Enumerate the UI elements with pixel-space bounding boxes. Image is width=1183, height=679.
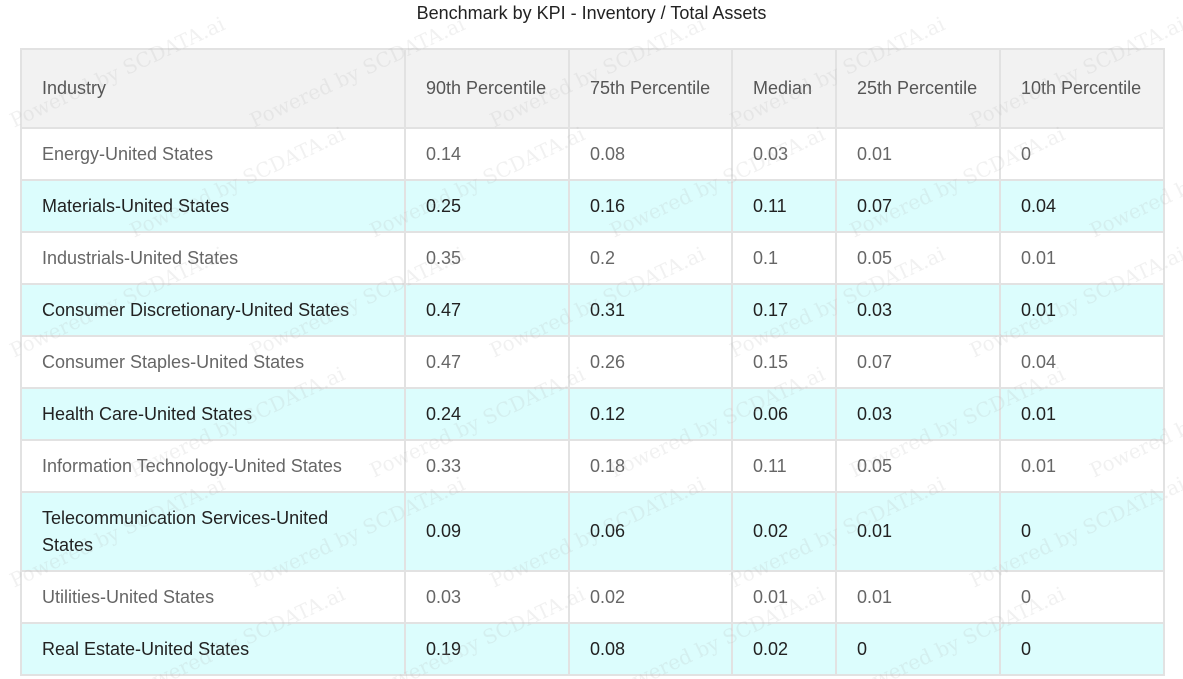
median-cell: 0.02 bbox=[731, 491, 837, 572]
90th-percentile-cell: 0.09 bbox=[404, 491, 570, 572]
25th-percentile-cell: 0.01 bbox=[835, 127, 1001, 181]
75th-percentile-cell: 0.08 bbox=[568, 622, 733, 676]
median-cell: 0.03 bbox=[731, 127, 837, 181]
10th-percentile-cell: 0.01 bbox=[999, 231, 1165, 285]
table-row: Health Care-United States 0.24 0.12 0.06 0.0… bbox=[20, 387, 1165, 441]
90th-percentile-cell: 0.14 bbox=[404, 127, 570, 181]
75th-percentile-cell: 0.31 bbox=[568, 283, 733, 337]
industry-cell: Telecommunication Services-United States bbox=[20, 491, 406, 572]
25th-percentile-cell: 0.07 bbox=[835, 179, 1001, 233]
75th-percentile-cell: 0.08 bbox=[568, 127, 733, 181]
median-cell: 0.01 bbox=[731, 570, 837, 624]
90th-percentile-cell: 0.47 bbox=[404, 283, 570, 337]
table-row: Energy-United States 0.14 0.08 0.03 0.01 0 bbox=[20, 127, 1165, 181]
chart-title: Benchmark by KPI - Inventory / Total Ass… bbox=[416, 3, 767, 23]
90th-percentile-cell: 0.33 bbox=[404, 439, 570, 493]
75th-percentile-cell: 0.12 bbox=[568, 387, 733, 441]
column-header-industry[interactable]: Industry bbox=[20, 48, 406, 129]
10th-percentile-cell: 0.01 bbox=[999, 387, 1165, 441]
90th-percentile-cell: 0.19 bbox=[404, 622, 570, 676]
90th-percentile-cell: 0.25 bbox=[404, 179, 570, 233]
10th-percentile-cell: 0.04 bbox=[999, 179, 1165, 233]
75th-percentile-cell: 0.02 bbox=[568, 570, 733, 624]
10th-percentile-cell: 0 bbox=[999, 127, 1165, 181]
median-cell: 0.11 bbox=[731, 439, 837, 493]
75th-percentile-cell: 0.26 bbox=[568, 335, 733, 389]
25th-percentile-cell: 0.03 bbox=[835, 283, 1001, 337]
industry-cell: Health Care-United States bbox=[20, 387, 406, 441]
25th-percentile-cell: 0.05 bbox=[835, 439, 1001, 493]
column-header-75th-percentile[interactable]: 75th Percentile bbox=[568, 48, 733, 129]
90th-percentile-cell: 0.35 bbox=[404, 231, 570, 285]
90th-percentile-cell: 0.47 bbox=[404, 335, 570, 389]
industry-cell: Consumer Discretionary-United States bbox=[20, 283, 406, 337]
industry-cell: Information Technology-United States bbox=[20, 439, 406, 493]
industry-cell: Utilities-United States bbox=[20, 570, 406, 624]
75th-percentile-cell: 0.06 bbox=[568, 491, 733, 572]
10th-percentile-cell: 0.01 bbox=[999, 283, 1165, 337]
table-row: Information Technology-United States 0.33… bbox=[20, 439, 1165, 493]
table-row: Utilities-United States 0.03 0.02 0.01 0.01 0 bbox=[20, 570, 1165, 624]
25th-percentile-cell: 0.01 bbox=[835, 570, 1001, 624]
table-body: Energy-United States 0.14 0.08 0.03 0.01 0 Mat… bbox=[20, 127, 1165, 676]
median-cell: 0.15 bbox=[731, 335, 837, 389]
table-row: Industrials-United States 0.35 0.2 0.1 0.05 0… bbox=[20, 231, 1165, 285]
median-cell: 0.11 bbox=[731, 179, 837, 233]
10th-percentile-cell: 0.04 bbox=[999, 335, 1165, 389]
median-cell: 0.1 bbox=[731, 231, 837, 285]
25th-percentile-cell: 0 bbox=[835, 622, 1001, 676]
table-row: Telecommunication Services-United States… bbox=[20, 491, 1165, 572]
column-header-90th-percentile[interactable]: 90th Percentile bbox=[404, 48, 570, 129]
10th-percentile-cell: 0 bbox=[999, 570, 1165, 624]
median-cell: 0.02 bbox=[731, 622, 837, 676]
10th-percentile-cell: 0.01 bbox=[999, 439, 1165, 493]
industry-cell: Energy-United States bbox=[20, 127, 406, 181]
industry-cell: Materials-United States bbox=[20, 179, 406, 233]
10th-percentile-cell: 0 bbox=[999, 491, 1165, 572]
benchmark-table: Industry 90th Percentile 75th Percentile… bbox=[20, 48, 1165, 676]
90th-percentile-cell: 0.24 bbox=[404, 387, 570, 441]
25th-percentile-cell: 0.07 bbox=[835, 335, 1001, 389]
75th-percentile-cell: 0.2 bbox=[568, 231, 733, 285]
column-header-10th-percentile[interactable]: 10th Percentile bbox=[999, 48, 1165, 129]
industry-cell: Real Estate-United States bbox=[20, 622, 406, 676]
10th-percentile-cell: 0 bbox=[999, 622, 1165, 676]
25th-percentile-cell: 0.01 bbox=[835, 491, 1001, 572]
table-header-row: Industry 90th Percentile 75th Percentile… bbox=[20, 48, 1165, 129]
table-row: Materials-United States 0.25 0.16 0.11 0.07 0… bbox=[20, 179, 1165, 233]
25th-percentile-cell: 0.03 bbox=[835, 387, 1001, 441]
median-cell: 0.17 bbox=[731, 283, 837, 337]
column-header-25th-percentile[interactable]: 25th Percentile bbox=[835, 48, 1001, 129]
median-cell: 0.06 bbox=[731, 387, 837, 441]
table-row: Real Estate-United States 0.19 0.08 0.02 0 0 bbox=[20, 622, 1165, 676]
table-row: Consumer Discretionary-United States 0.47… bbox=[20, 283, 1165, 337]
75th-percentile-cell: 0.18 bbox=[568, 439, 733, 493]
industry-cell: Consumer Staples-United States bbox=[20, 335, 406, 389]
90th-percentile-cell: 0.03 bbox=[404, 570, 570, 624]
table-row: Consumer Staples-United States 0.47 0.26 0.… bbox=[20, 335, 1165, 389]
75th-percentile-cell: 0.16 bbox=[568, 179, 733, 233]
column-header-median[interactable]: Median bbox=[731, 48, 837, 129]
25th-percentile-cell: 0.05 bbox=[835, 231, 1001, 285]
industry-cell: Industrials-United States bbox=[20, 231, 406, 285]
